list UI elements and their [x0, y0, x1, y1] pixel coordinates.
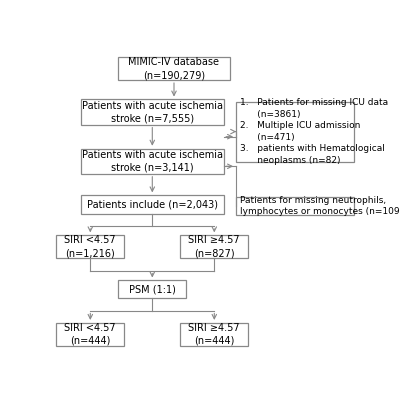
Text: SIRI ≥4.57
(n=444): SIRI ≥4.57 (n=444): [188, 323, 240, 346]
Text: Patients include (n=2,043): Patients include (n=2,043): [87, 200, 218, 209]
Text: MIMIC-IV database
(n=190,279): MIMIC-IV database (n=190,279): [128, 57, 220, 80]
Text: Patients with acute ischemia
stroke (n=7,555): Patients with acute ischemia stroke (n=7…: [82, 101, 223, 124]
Text: 1.   Patients for missing ICU data
      (n=3861)
2.   Multiple ICU admission
  : 1. Patients for missing ICU data (n=3861…: [240, 99, 388, 165]
FancyBboxPatch shape: [81, 149, 224, 174]
FancyBboxPatch shape: [180, 323, 248, 346]
FancyBboxPatch shape: [81, 196, 224, 214]
FancyBboxPatch shape: [236, 197, 354, 215]
Text: PSM (1:1): PSM (1:1): [129, 284, 176, 294]
Text: Patients for missing neutrophils,
lymphocytes or monocytes (n=1098): Patients for missing neutrophils, lympho…: [240, 196, 400, 216]
FancyBboxPatch shape: [81, 99, 224, 124]
FancyBboxPatch shape: [118, 57, 230, 80]
FancyBboxPatch shape: [118, 280, 186, 298]
FancyBboxPatch shape: [56, 323, 124, 346]
Text: Patients with acute ischemia
stroke (n=3,141): Patients with acute ischemia stroke (n=3…: [82, 150, 223, 173]
Text: SIRI <4.57
(n=1,216): SIRI <4.57 (n=1,216): [64, 235, 116, 258]
FancyBboxPatch shape: [56, 235, 124, 258]
Text: SIRI ≥4.57
(n=827): SIRI ≥4.57 (n=827): [188, 235, 240, 258]
FancyBboxPatch shape: [180, 235, 248, 258]
FancyBboxPatch shape: [236, 102, 354, 162]
Text: SIRI <4.57
(n=444): SIRI <4.57 (n=444): [64, 323, 116, 346]
